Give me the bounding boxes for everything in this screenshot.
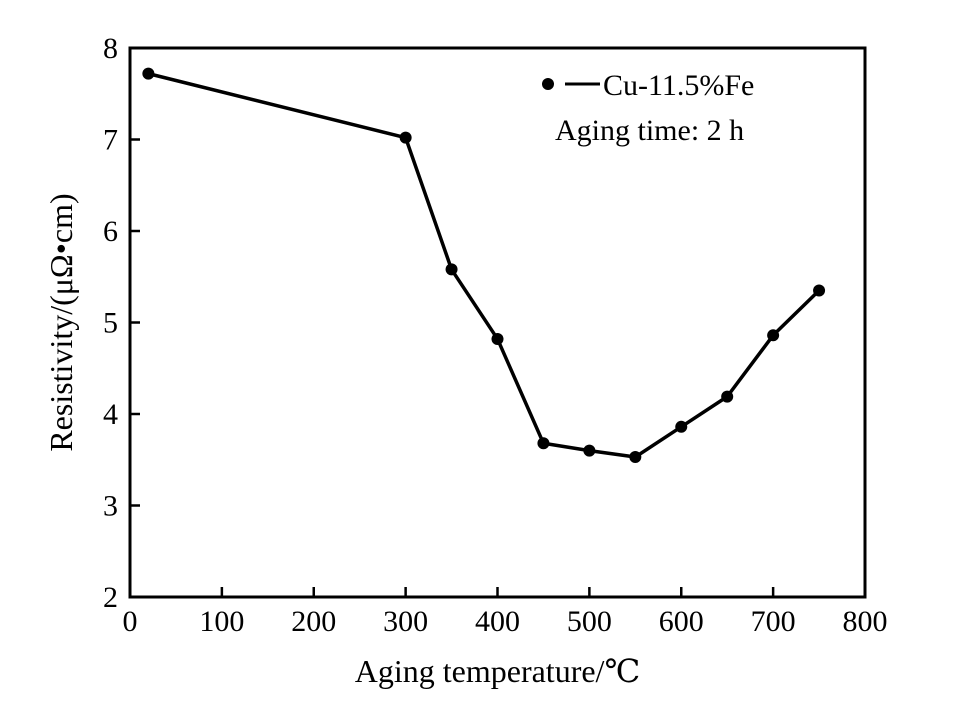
y-tick-label-8: 8 [103, 32, 118, 65]
x-tick-label-400: 400 [475, 605, 520, 638]
x-tick-label-500: 500 [567, 605, 612, 638]
data-point-500 [583, 444, 596, 457]
x-tick-label-100: 100 [199, 605, 244, 638]
y-axis-title: Resistivity/(μΩ•cm) [43, 193, 79, 451]
x-tick-label-200: 200 [291, 605, 336, 638]
data-point-350 [445, 263, 458, 276]
y-tick-label-6: 6 [103, 215, 118, 248]
data-point-550 [629, 451, 642, 464]
y-tick-label-5: 5 [103, 307, 118, 340]
data-point-450 [537, 437, 550, 450]
y-tick-label-7: 7 [103, 124, 118, 157]
axis-ticks [128, 46, 867, 599]
series-layer [142, 67, 826, 464]
data-point-650 [721, 390, 734, 403]
x-axis-title: Aging temperature/℃ [355, 653, 640, 689]
legend-label: Cu-11.5%Fe [603, 69, 754, 102]
data-point-750 [813, 284, 826, 297]
aging-time-annotation: Aging time: 2 h [555, 114, 744, 147]
x-tick-label-300: 300 [383, 605, 428, 638]
plot-border [128, 46, 867, 599]
y-tick-label-2: 2 [103, 581, 118, 614]
data-point-20 [142, 67, 155, 80]
y-tick-label-4: 4 [103, 398, 118, 431]
x-tick-label-800: 800 [843, 605, 888, 638]
data-point-700 [767, 329, 780, 342]
data-point-300 [399, 131, 412, 144]
x-tick-label-600: 600 [659, 605, 704, 638]
data-point-600 [675, 420, 688, 433]
axis-tick-labels: 0 100 200 300 400 500 600 700 800 2 3 4 5 6 7 8 [103, 32, 888, 638]
plot-frame [128, 46, 867, 599]
data-point-400 [491, 332, 504, 345]
legend-marker-icon [542, 78, 554, 90]
legend: Cu-11.5%Fe Aging time: 2 h [542, 69, 754, 147]
x-tick-label-700: 700 [751, 605, 796, 638]
x-tick-label-0: 0 [123, 605, 138, 638]
y-tick-label-3: 3 [103, 490, 118, 523]
